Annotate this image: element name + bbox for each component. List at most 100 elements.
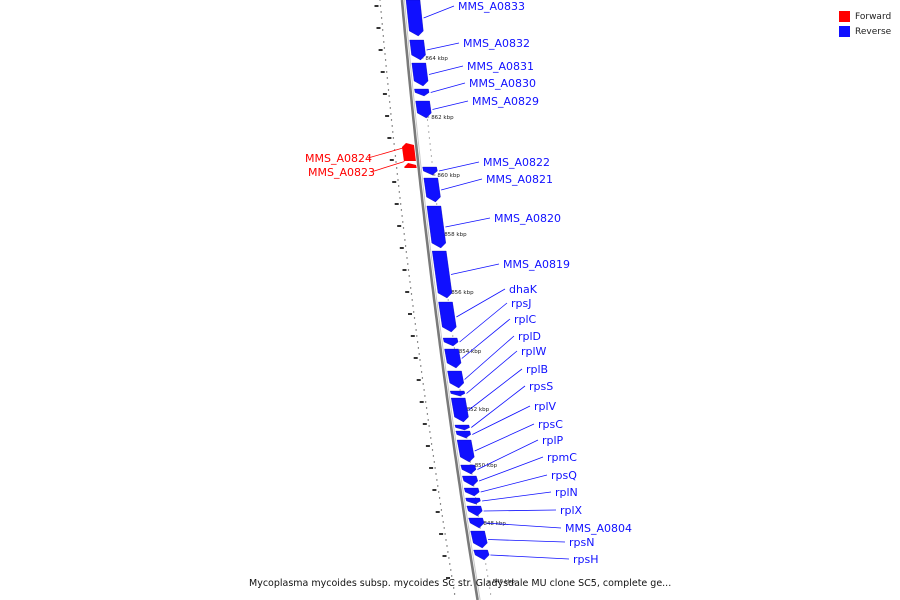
gene-MMS_A0822[interactable]: [422, 166, 438, 176]
gene-label[interactable]: rpsQ: [551, 469, 577, 482]
track-dot: [477, 515, 479, 517]
gene-label[interactable]: MMS_A0819: [503, 258, 570, 271]
gene-rplN[interactable]: [465, 497, 481, 505]
gene-rplW[interactable]: [450, 390, 466, 397]
leader-line: [445, 217, 491, 228]
gene-label[interactable]: rplP: [542, 434, 564, 447]
tick-label: 846 kbp: [493, 579, 516, 585]
gene-rpsC[interactable]: [456, 439, 475, 463]
gene-label[interactable]: MMS_A0831: [467, 60, 534, 73]
gene-rplX[interactable]: [466, 505, 483, 517]
track-dot: [382, 35, 384, 37]
gene-MMS_A0829[interactable]: [415, 100, 432, 119]
track-dot: [423, 389, 425, 391]
track-dot: [383, 47, 386, 49]
track-dot: [400, 209, 403, 211]
track-dot: [469, 461, 471, 463]
gene-label[interactable]: rpsS: [529, 380, 553, 393]
track-dot: [403, 233, 405, 235]
leader-line: [482, 491, 552, 502]
gene-label[interactable]: rplN: [555, 486, 578, 499]
gene-label[interactable]: MMS_A0804: [565, 522, 632, 535]
gene-MMS_A0833[interactable]: [405, 0, 424, 37]
tick-label: 856 kbp: [451, 290, 474, 296]
gene-label[interactable]: rpmC: [547, 451, 577, 464]
gene-MMS_A0831[interactable]: [411, 62, 429, 87]
gene-label[interactable]: rpsC: [538, 418, 563, 431]
track-dot: [390, 113, 392, 115]
gene-rplV[interactable]: [455, 430, 471, 439]
gene-label[interactable]: rplX: [560, 504, 583, 517]
track-dot: [389, 101, 391, 103]
track-dot: [487, 575, 489, 577]
gene-label[interactable]: MMS_A0832: [463, 37, 530, 50]
gene-label[interactable]: rpsN: [569, 536, 594, 549]
gene-rpsS[interactable]: [454, 424, 470, 431]
gene-MMS_A0820[interactable]: [426, 205, 446, 249]
gene-label[interactable]: MMS_A0823: [308, 166, 375, 179]
gene-label[interactable]: MMS_A0821: [486, 173, 553, 186]
track-dot: [393, 143, 395, 145]
gene-label[interactable]: rplW: [521, 345, 547, 358]
track-dot: [419, 359, 421, 361]
gene-rpsJ[interactable]: [442, 337, 459, 347]
gene-rpsN[interactable]: [470, 530, 488, 549]
gene-label[interactable]: MMS_A0829: [472, 95, 539, 108]
gene-label[interactable]: rpsJ: [511, 297, 531, 310]
track-dot: [440, 509, 443, 511]
track-dot: [429, 143, 431, 145]
legend-forward: Forward: [839, 9, 891, 24]
gene-MMS_A0830[interactable]: [414, 88, 430, 97]
track-dot: [388, 95, 390, 97]
gene-label[interactable]: rplB: [526, 363, 548, 376]
track-dot: [410, 287, 412, 289]
gene-MMS_A0804[interactable]: [468, 517, 485, 529]
gene-MMS_A0819[interactable]: [432, 250, 453, 299]
track-dot: [404, 245, 407, 247]
track-dot: [384, 53, 386, 55]
track-dot: [486, 569, 488, 571]
track-dot: [447, 551, 449, 553]
gene-rpmC[interactable]: [462, 475, 478, 487]
track-dot: [489, 587, 491, 589]
track-dot: [490, 593, 492, 595]
track-dot: [485, 563, 487, 565]
gene-rplC[interactable]: [444, 348, 462, 369]
gene-rpsQ[interactable]: [463, 487, 480, 497]
track-dot: [427, 125, 429, 127]
track-dot: [424, 395, 426, 397]
gene-label[interactable]: MMS_A0820: [494, 212, 561, 225]
track-dot: [428, 425, 430, 427]
track-dot: [427, 419, 429, 421]
legend-forward-label: Forward: [855, 11, 892, 22]
gene-rplP[interactable]: [460, 464, 477, 475]
gene-label[interactable]: dhaK: [509, 283, 538, 296]
gene-rplB[interactable]: [451, 397, 469, 423]
gene-label[interactable]: rplV: [534, 400, 557, 413]
gene-MMS_A0824[interactable]: [402, 143, 416, 161]
gene-label[interactable]: MMS_A0822: [483, 156, 550, 169]
gene-rpsH[interactable]: [473, 549, 490, 561]
track-dot: [442, 521, 444, 523]
gene-MMS_A0821[interactable]: [423, 177, 441, 203]
gene-MMS_A0823[interactable]: [404, 163, 417, 168]
track-dot: [448, 557, 450, 559]
track-dot: [401, 215, 403, 217]
track-dot: [429, 431, 431, 433]
gene-label[interactable]: MMS_A0830: [469, 77, 536, 90]
leader-line: [438, 161, 480, 172]
gene-rplD[interactable]: [447, 370, 464, 389]
track-dot: [413, 317, 416, 319]
leader-line: [426, 42, 460, 51]
gene-label[interactable]: rplC: [514, 313, 537, 326]
gene-label[interactable]: rplD: [518, 330, 541, 343]
gene-label[interactable]: rpsH: [573, 553, 599, 566]
gene-labels: MMS_A0833 MMS_A0832 MMS_A0831 MMS_A0830 MMS_…: [305, 0, 632, 566]
gene-MMS_A0832[interactable]: [409, 39, 426, 61]
tick-label: 850 kbp: [475, 463, 498, 469]
gene-dhaK[interactable]: [438, 301, 457, 333]
track-dot: [459, 389, 461, 391]
gene-label[interactable]: MMS_A0833: [458, 0, 525, 13]
track-dot: [400, 203, 402, 205]
gene-label[interactable]: MMS_A0824: [305, 152, 372, 165]
